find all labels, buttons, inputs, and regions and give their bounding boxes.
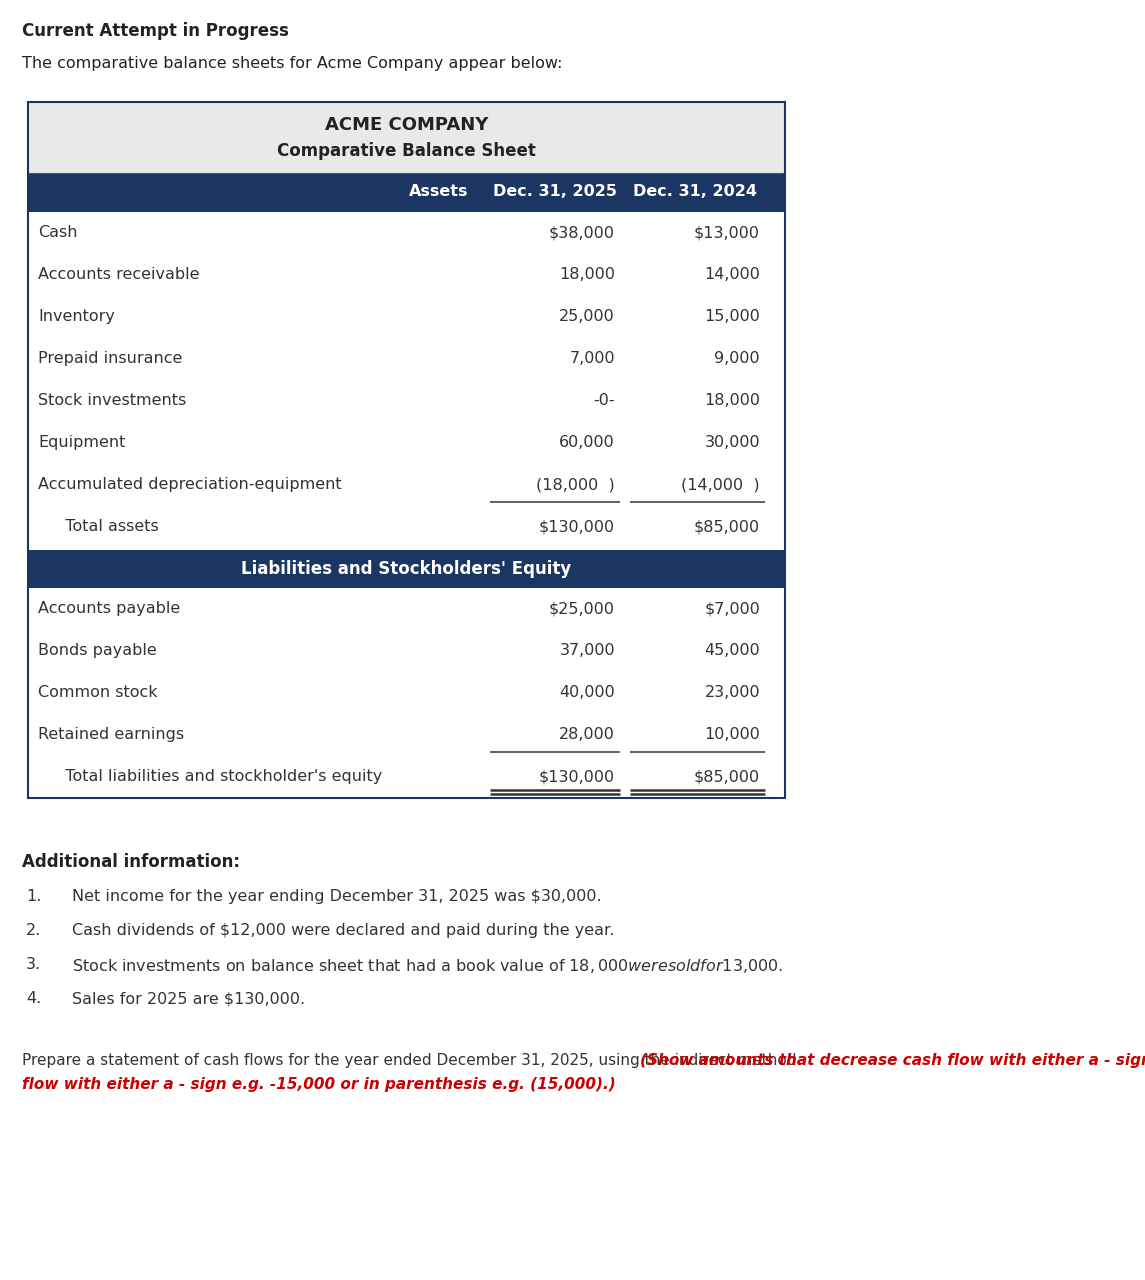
Text: Accounts payable: Accounts payable — [38, 602, 180, 616]
Text: Dec. 31, 2024: Dec. 31, 2024 — [633, 184, 757, 198]
Text: 60,000: 60,000 — [559, 435, 615, 451]
Bar — [27, 102, 785, 797]
Text: Retained earnings: Retained earnings — [38, 727, 184, 742]
Text: $85,000: $85,000 — [694, 769, 760, 783]
Text: (Show amounts that decrease cash flow with either a - sign e.g. -15,000 or in pa: (Show amounts that decrease cash flow wi… — [640, 1053, 1145, 1068]
Bar — [27, 174, 785, 212]
Text: 14,000: 14,000 — [704, 268, 760, 282]
Text: Accumulated depreciation-equipment: Accumulated depreciation-equipment — [38, 477, 341, 492]
Text: Additional information:: Additional information: — [22, 852, 240, 870]
Text: $130,000: $130,000 — [539, 518, 615, 534]
Text: 28,000: 28,000 — [559, 727, 615, 742]
Text: 4.: 4. — [26, 991, 41, 1006]
Text: Dec. 31, 2025: Dec. 31, 2025 — [493, 184, 617, 198]
Bar — [27, 588, 785, 800]
Text: 23,000: 23,000 — [704, 685, 760, 700]
Text: 3.: 3. — [26, 957, 41, 972]
Text: 7,000: 7,000 — [569, 351, 615, 366]
Text: Cash dividends of $12,000 were declared and paid during the year.: Cash dividends of $12,000 were declared … — [72, 923, 615, 938]
Text: (18,000  ): (18,000 ) — [536, 477, 615, 492]
Text: Prepaid insurance: Prepaid insurance — [38, 351, 182, 366]
Text: Stock investments on balance sheet that had a book value of $18,000 were sold fo: Stock investments on balance sheet that … — [72, 957, 783, 975]
Text: (14,000  ): (14,000 ) — [681, 477, 760, 492]
Bar — [27, 212, 785, 550]
Text: 30,000: 30,000 — [704, 435, 760, 451]
Text: Sales for 2025 are $130,000.: Sales for 2025 are $130,000. — [72, 991, 305, 1006]
Text: 10,000: 10,000 — [704, 727, 760, 742]
Text: $13,000: $13,000 — [694, 225, 760, 241]
Bar — [27, 102, 785, 174]
Text: Current Attempt in Progress: Current Attempt in Progress — [22, 22, 289, 40]
Text: $130,000: $130,000 — [539, 769, 615, 783]
Text: Assets: Assets — [409, 184, 468, 198]
Text: 9,000: 9,000 — [714, 351, 760, 366]
Text: Total assets: Total assets — [50, 518, 159, 534]
Text: Cash: Cash — [38, 225, 78, 241]
Text: Prepare a statement of cash flows for the year ended December 31, 2025, using th: Prepare a statement of cash flows for th… — [22, 1053, 806, 1068]
Text: Bonds payable: Bonds payable — [38, 643, 157, 658]
Text: 37,000: 37,000 — [560, 643, 615, 658]
Text: 40,000: 40,000 — [559, 685, 615, 700]
Text: 18,000: 18,000 — [559, 268, 615, 282]
Text: Comparative Balance Sheet: Comparative Balance Sheet — [277, 142, 536, 160]
Text: Total liabilities and stockholder's equity: Total liabilities and stockholder's equi… — [50, 769, 382, 783]
Text: 45,000: 45,000 — [704, 643, 760, 658]
Text: 25,000: 25,000 — [559, 308, 615, 324]
Text: 15,000: 15,000 — [704, 308, 760, 324]
Text: flow with either a - sign e.g. -15,000 or in parenthesis e.g. (15,000).): flow with either a - sign e.g. -15,000 o… — [22, 1076, 616, 1092]
Text: $85,000: $85,000 — [694, 518, 760, 534]
Text: Accounts receivable: Accounts receivable — [38, 268, 199, 282]
Text: Liabilities and Stockholders' Equity: Liabilities and Stockholders' Equity — [242, 561, 571, 579]
Text: $25,000: $25,000 — [548, 602, 615, 616]
Text: $7,000: $7,000 — [704, 602, 760, 616]
Text: The comparative balance sheets for Acme Company appear below:: The comparative balance sheets for Acme … — [22, 56, 562, 70]
Text: 1.: 1. — [26, 890, 41, 904]
Bar — [27, 550, 785, 588]
Text: $38,000: $38,000 — [548, 225, 615, 241]
Text: -0-: -0- — [593, 393, 615, 408]
Text: 2.: 2. — [26, 923, 41, 938]
Text: Stock investments: Stock investments — [38, 393, 187, 408]
Text: Common stock: Common stock — [38, 685, 158, 700]
Text: Equipment: Equipment — [38, 435, 125, 451]
Text: ACME COMPANY: ACME COMPANY — [325, 116, 488, 134]
Text: Net income for the year ending December 31, 2025 was $30,000.: Net income for the year ending December … — [72, 890, 601, 904]
Text: Inventory: Inventory — [38, 308, 114, 324]
Text: 18,000: 18,000 — [704, 393, 760, 408]
